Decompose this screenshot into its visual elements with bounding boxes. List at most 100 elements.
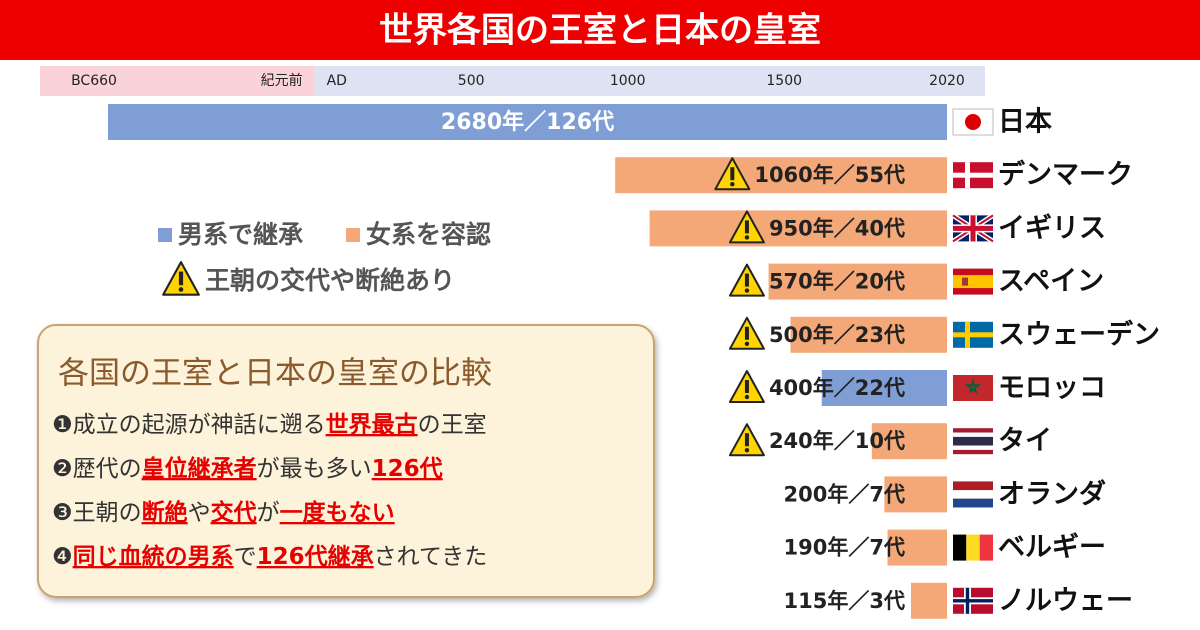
bar (615, 157, 947, 194)
axis-band-bc (40, 66, 315, 96)
flag-part (953, 332, 993, 338)
flag (953, 534, 993, 561)
flag (953, 268, 993, 295)
x-tick-label: 2020 (929, 73, 965, 89)
data-label: 2680年／126代 (441, 109, 614, 135)
y-category-label: タイ (998, 426, 1052, 457)
flag-part (953, 534, 967, 561)
y-category-label: 日本 (998, 107, 1052, 138)
data-label: 200年／7代 (784, 482, 905, 506)
data-label: 400年／22代 (769, 376, 905, 400)
warning-dot (744, 288, 750, 293)
y-category-label: ノルウェー (998, 585, 1133, 616)
warning-dot (744, 341, 750, 346)
axis-annotation: 紀元前 (261, 72, 303, 89)
axis-band-ad (314, 66, 986, 96)
flag (953, 428, 993, 455)
warning-icon (728, 210, 765, 244)
flag-part (964, 378, 982, 394)
comparison-text: ❷歴代の (52, 456, 142, 482)
comparison-box (37, 324, 655, 598)
comparison-text: ❹ (52, 544, 73, 570)
y-category-label: イギリス (998, 213, 1106, 244)
legend-label: 王朝の交代や断絶あり (205, 266, 455, 295)
comparison-text: 同じ血統の男系 (73, 543, 234, 570)
bar (910, 582, 947, 619)
title-banner (0, 0, 1200, 60)
chart-title: 世界各国の王室と日本の皇室 (379, 11, 821, 51)
flag-part (953, 436, 993, 446)
bar (871, 423, 947, 460)
warning-bar (730, 167, 735, 181)
y-category-label: ベルギー (998, 532, 1106, 563)
warning-bar (744, 273, 749, 287)
bar (768, 263, 947, 300)
comparison-text: 皇位継承者 (142, 455, 257, 482)
x-tick-label: 500 (458, 73, 485, 89)
comparison-item: ❶成立の起源が神話に遡る世界最古の王室 (52, 412, 487, 438)
legend-warning-icon (162, 261, 200, 296)
flag (953, 162, 993, 189)
flag-part (962, 277, 968, 286)
flag-part (952, 108, 994, 136)
comparison-item: ❹同じ血統の男系で126代継承されてきた (52, 543, 487, 570)
bar (884, 476, 947, 513)
warning-dot (178, 287, 184, 292)
warning-dot (730, 182, 735, 187)
comparison-item: ❷歴代の皇位継承者が最も多い126代 (52, 455, 443, 482)
flag (951, 213, 995, 244)
flag (953, 587, 993, 614)
bar (108, 104, 947, 140)
legend-label: 男系で継承 (178, 220, 303, 249)
data-label: 190年／7代 (784, 536, 905, 560)
comparison-text: ❸王朝の (52, 500, 142, 526)
comparison-text: の王室 (418, 412, 487, 438)
flag (952, 108, 994, 136)
data-label: 500年／23代 (769, 323, 905, 347)
bar (790, 316, 947, 353)
flag (953, 375, 993, 401)
comparison-title: 各国の王室と日本の皇室の比較 (58, 356, 492, 392)
flag-part (953, 599, 993, 603)
y-category-label: モロッコ (998, 373, 1106, 404)
warning-bar (744, 380, 749, 393)
legend-swatch (346, 228, 360, 242)
data-label: 240年／10代 (769, 429, 905, 453)
comparison-text: で (234, 544, 257, 570)
warning-dot (744, 235, 750, 240)
bar (821, 370, 947, 406)
flag-part (953, 275, 993, 289)
comparison-text: 一度もない (280, 499, 395, 526)
warning-icon (728, 423, 765, 457)
data-label: 570年／20代 (769, 270, 905, 294)
comparison-text: ❶成立の起源が神話に遡る (52, 412, 326, 438)
legend-swatch (158, 228, 172, 242)
warning-icon (728, 263, 765, 297)
x-tick-label: BC660 (71, 73, 117, 89)
comparison-text: 126代継承 (257, 543, 374, 570)
comparison-item: ❸王朝の断絶や交代が一度もない (52, 499, 395, 526)
flag (953, 321, 993, 348)
warning-dot (744, 448, 750, 453)
x-tick-label: 1000 (610, 73, 646, 89)
x-tick-label: AD (327, 73, 347, 89)
data-label: 115年／3代 (784, 589, 905, 613)
y-category-label: デンマーク (998, 159, 1133, 191)
bar (649, 210, 947, 247)
comparison-text: が最も多い (257, 456, 372, 482)
flag-part (953, 498, 993, 508)
y-category-label: オランダ (998, 478, 1106, 510)
comparison-text: が (257, 500, 280, 526)
warning-dot (744, 394, 750, 400)
warning-bar (178, 271, 184, 286)
flag-part (965, 114, 981, 130)
y-category-label: スペイン (998, 266, 1104, 297)
bar (887, 529, 947, 566)
comparison-text: 世界最古 (326, 412, 418, 438)
x-tick-label: 1500 (766, 73, 802, 89)
warning-bar (744, 433, 749, 447)
flag (953, 481, 993, 508)
flag-part (953, 172, 993, 178)
